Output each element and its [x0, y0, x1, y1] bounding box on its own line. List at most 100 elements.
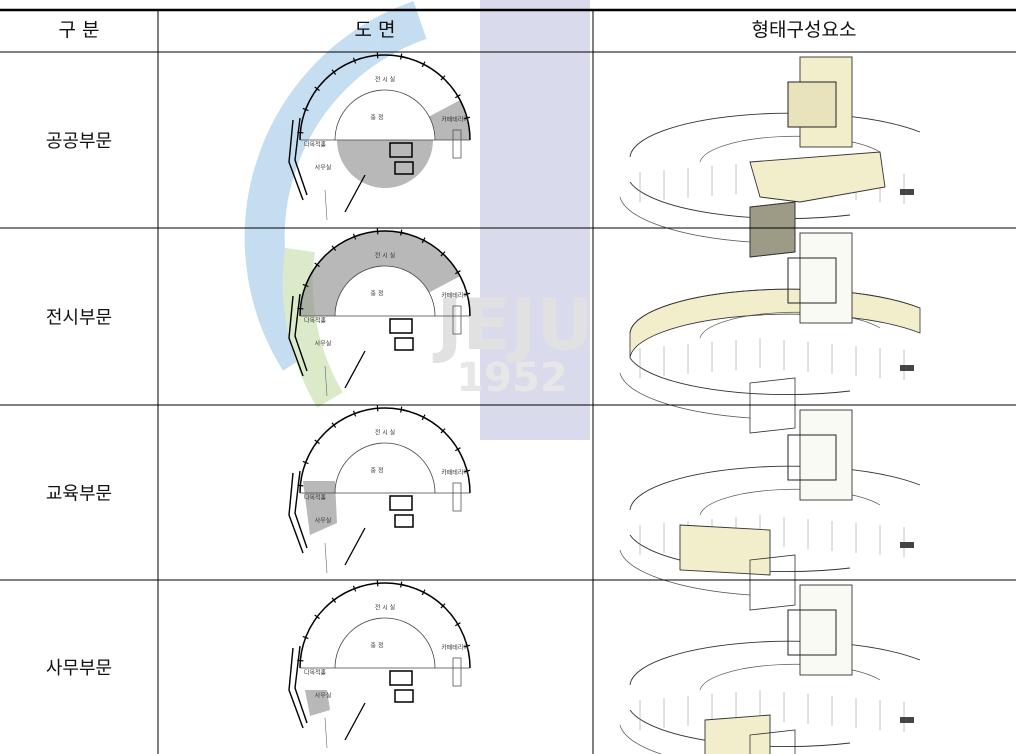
model-ring — [699, 311, 881, 339]
plan-tick — [302, 107, 309, 112]
plan-label: 사무실 — [315, 164, 332, 172]
plan-line — [324, 189, 328, 221]
plan-wing — [288, 293, 308, 377]
model-highlight — [749, 151, 886, 203]
plan-tick — [421, 589, 426, 596]
plan-label: 중 정 — [371, 291, 384, 298]
plan-stair — [389, 670, 413, 686]
plan-line — [344, 702, 366, 741]
model-tower — [787, 434, 837, 481]
plan-stair — [452, 305, 462, 335]
plan-tick — [421, 414, 426, 421]
plan-label: 전 시 실 — [375, 76, 395, 84]
model-ring — [629, 465, 921, 511]
model-step — [900, 717, 914, 723]
plan-tick — [400, 53, 403, 60]
plan-wing — [288, 117, 308, 201]
plan-tick — [454, 622, 461, 627]
plan-label: 다목적홀 — [304, 494, 327, 502]
plan-stair — [394, 514, 414, 528]
header-cell: 구 분 — [59, 19, 100, 41]
model-ring — [699, 135, 881, 163]
model-ring — [629, 288, 921, 334]
watermark-text: JEJU — [433, 284, 594, 366]
watermark-arc — [244, 1, 427, 371]
plan-tick — [400, 229, 403, 236]
model-ring — [699, 488, 881, 516]
watermark-year: 1952 — [456, 355, 567, 401]
plan-stair — [389, 495, 413, 511]
model-stair — [749, 729, 796, 754]
plan-label: 다목적홀 — [304, 141, 327, 149]
plan-tick — [352, 233, 357, 240]
plan-highlight — [300, 231, 461, 316]
plan-tick — [440, 603, 446, 609]
model-3d — [619, 409, 921, 611]
plan-highlight — [303, 481, 337, 535]
plan-tick — [352, 410, 357, 417]
model-tower — [787, 257, 837, 304]
plan-tick — [331, 422, 337, 428]
model-ring — [619, 196, 751, 243]
model-tower — [799, 584, 853, 676]
plan-tick — [314, 262, 320, 268]
model-tower — [787, 609, 837, 656]
model-stair — [749, 554, 796, 611]
plan-outline — [299, 582, 471, 669]
model-highlight — [629, 288, 921, 359]
plan-label: 카페테리아 — [441, 116, 469, 124]
plan-wing — [288, 645, 308, 729]
plan-tick — [352, 585, 357, 592]
plan-tick — [400, 406, 403, 413]
plan-stair — [389, 318, 413, 334]
plan-tick — [376, 52, 379, 59]
plan-tick — [454, 94, 461, 99]
plan-tick — [376, 405, 379, 412]
plan-label: 다목적홀 — [304, 317, 327, 325]
plan-tick — [464, 292, 471, 296]
plan-line — [344, 174, 366, 213]
plan-tick — [331, 597, 337, 603]
plan-stair — [394, 161, 414, 175]
plan-label: 다목적홀 — [304, 669, 327, 677]
plan-tick — [464, 644, 471, 648]
model-ring — [629, 181, 851, 220]
plan-tick — [314, 614, 320, 620]
plan-stair — [389, 142, 413, 158]
plan-label: 중 정 — [371, 643, 384, 650]
plan-label: 전 시 실 — [375, 429, 395, 437]
plan-tick — [331, 245, 337, 251]
model-stair — [749, 201, 796, 258]
model-3d — [619, 232, 921, 434]
plan-label: 카페테리아 — [441, 469, 469, 477]
plan-tick — [352, 57, 357, 64]
model-highlight — [749, 201, 796, 258]
plan-stair — [394, 337, 414, 351]
plan-outline — [334, 617, 436, 669]
model-step — [900, 542, 914, 548]
plan-outline — [299, 54, 471, 141]
model-ring — [629, 640, 921, 686]
plan-tick — [400, 581, 403, 588]
plan-tick — [376, 228, 379, 235]
plan-stair — [452, 482, 462, 512]
plan-label: 카페테리아 — [441, 644, 469, 652]
header-cell: 도 면 — [355, 19, 396, 41]
plan-stair — [452, 657, 462, 687]
model-ring — [629, 112, 921, 158]
plan-line — [324, 542, 328, 574]
row-label: 사무부문 — [46, 658, 112, 679]
plan-tick — [331, 69, 337, 75]
plan-line — [344, 350, 366, 389]
plan-label: 사무실 — [315, 692, 332, 700]
plan-line — [324, 365, 328, 397]
plan-label: 사무실 — [315, 517, 332, 525]
plan-tick — [314, 439, 320, 445]
model-ring — [619, 549, 751, 596]
plan-tick — [440, 75, 446, 81]
plan-line — [324, 717, 328, 749]
